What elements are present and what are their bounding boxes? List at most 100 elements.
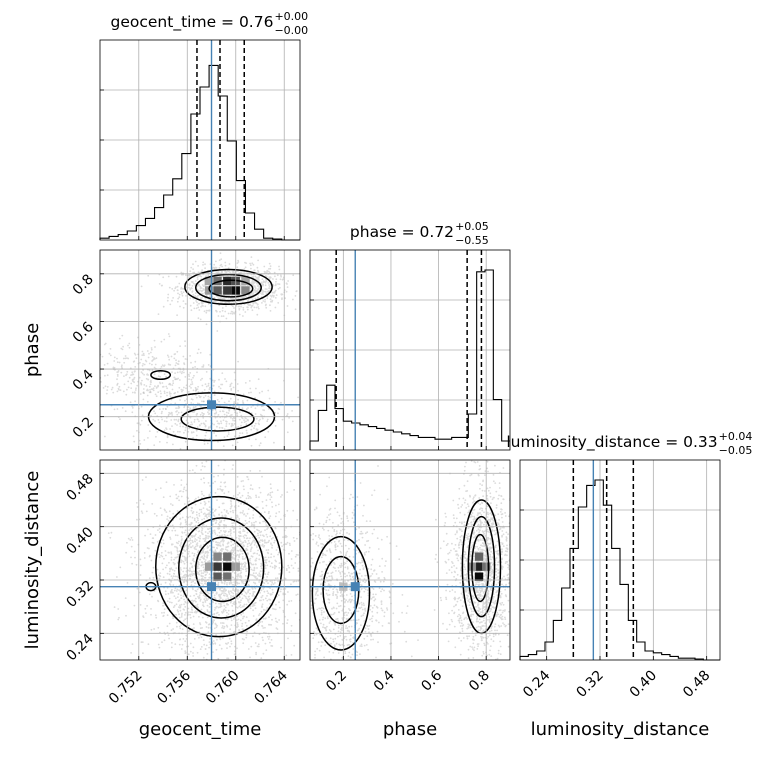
- pair-geocent-time-vs-phase-scatter-point: [202, 301, 204, 304]
- pair-geocent-time-vs-luminosity-distance-scatter-point: [240, 664, 242, 666]
- pair-geocent-time-vs-luminosity-distance-scatter-point: [198, 563, 200, 566]
- pair-geocent-time-vs-luminosity-distance-scatter-point: [190, 546, 193, 549]
- pair-geocent-time-vs-luminosity-distance-scatter-point: [260, 567, 263, 570]
- pair-geocent-time-vs-luminosity-distance-scatter-point: [208, 611, 211, 614]
- pair-geocent-time-vs-luminosity-distance-scatter-point: [253, 567, 256, 570]
- pair-geocent-time-vs-phase-scatter-point: [264, 436, 267, 439]
- pair-geocent-time-vs-luminosity-distance-scatter-point: [171, 543, 173, 546]
- pair-geocent-time-vs-luminosity-distance-scatter-point: [289, 480, 292, 483]
- pair-geocent-time-vs-luminosity-distance-scatter-point: [222, 570, 225, 573]
- pair-geocent-time-vs-phase-scatter-point: [209, 438, 212, 440]
- pair-geocent-time-vs-phase-scatter-point: [256, 303, 259, 306]
- pair-geocent-time-vs-luminosity-distance-scatter-point: [241, 568, 244, 570]
- pair-geocent-time-vs-luminosity-distance-scatter-point: [205, 599, 208, 601]
- pair-geocent-time-vs-phase-scatter-point: [216, 399, 219, 401]
- pair-geocent-time-vs-phase-scatter-point: [242, 393, 245, 396]
- pair-geocent-time-vs-luminosity-distance-scatter-point: [238, 629, 241, 632]
- pair-geocent-time-vs-luminosity-distance-scatter-point: [208, 623, 211, 626]
- pair-geocent-time-vs-phase-scatter-point: [265, 303, 267, 306]
- pair-geocent-time-vs-phase-scatter-point: [225, 271, 228, 273]
- pair-geocent-time-vs-luminosity-distance-scatter-point: [244, 591, 247, 594]
- pair-geocent-time-vs-luminosity-distance-scatter-point: [231, 522, 234, 525]
- pair-geocent-time-vs-luminosity-distance-scatter-point: [162, 614, 165, 617]
- pair-geocent-time-vs-phase-scatter-point: [232, 298, 234, 300]
- pair-geocent-time-vs-luminosity-distance-scatter-point: [236, 615, 238, 618]
- pair-geocent-time-vs-phase-scatter-point: [168, 286, 171, 289]
- pair-geocent-time-vs-luminosity-distance-scatter-point: [285, 527, 287, 529]
- pair-geocent-time-vs-luminosity-distance-scatter-point: [169, 538, 172, 540]
- pair-geocent-time-vs-luminosity-distance-scatter-point: [264, 556, 267, 559]
- pair-geocent-time-vs-luminosity-distance-scatter-point: [247, 583, 250, 586]
- pair-geocent-time-vs-phase-scatter-point: [198, 290, 201, 292]
- pair-geocent-time-vs-phase-scatter-point: [143, 439, 146, 441]
- pair-geocent-time-vs-luminosity-distance-scatter-point: [226, 647, 228, 649]
- pair-geocent-time-vs-luminosity-distance-scatter-point: [184, 559, 187, 562]
- pair-geocent-time-vs-luminosity-distance-scatter-point: [206, 610, 209, 613]
- pair-geocent-time-vs-luminosity-distance-scatter-point: [152, 542, 155, 544]
- pair-geocent-time-vs-phase-scatter-point: [192, 406, 195, 408]
- pair-geocent-time-vs-phase-scatter-point: [239, 284, 242, 286]
- pair-geocent-time-vs-luminosity-distance-scatter-point: [195, 533, 197, 536]
- pair-geocent-time-vs-luminosity-distance-scatter-point: [239, 549, 242, 552]
- pair-geocent-time-vs-phase-scatter-point: [202, 305, 204, 307]
- pair-geocent-time-vs-luminosity-distance-scatter-point: [231, 595, 234, 598]
- pair-geocent-time-vs-phase-scatter-point: [195, 389, 198, 392]
- pair-geocent-time-vs-phase-scatter-point: [199, 396, 201, 399]
- pair-geocent-time-vs-phase-scatter-point: [209, 300, 212, 303]
- pair-geocent-time-vs-luminosity-distance-scatter-point: [181, 532, 184, 534]
- pair-geocent-time-vs-phase-scatter-point: [265, 275, 268, 278]
- pair-geocent-time-vs-luminosity-distance-scatter-point: [190, 521, 193, 524]
- pair-geocent-time-vs-phase-scatter-point: [260, 282, 263, 284]
- pair-geocent-time-vs-luminosity-distance-scatter-point: [176, 547, 179, 550]
- pair-geocent-time-vs-luminosity-distance-scatter-point: [238, 531, 240, 533]
- pair-geocent-time-vs-luminosity-distance-scatter-point: [176, 625, 178, 628]
- pair-geocent-time-vs-luminosity-distance-scatter-point: [206, 516, 209, 519]
- pair-geocent-time-vs-phase-scatter-point: [192, 263, 194, 266]
- pair-geocent-time-vs-luminosity-distance-scatter-point: [236, 497, 239, 499]
- pair-geocent-time-vs-luminosity-distance-scatter-point: [194, 538, 197, 540]
- pair-geocent-time-vs-luminosity-distance-scatter-point: [215, 664, 217, 666]
- pair-geocent-time-vs-luminosity-distance-scatter-point: [240, 606, 242, 609]
- pair-geocent-time-vs-luminosity-distance-scatter-point: [150, 559, 153, 562]
- pair-geocent-time-vs-phase-scatter-point: [254, 285, 256, 287]
- pair-geocent-time-vs-luminosity-distance-scatter-point: [184, 519, 187, 521]
- pair-geocent-time-vs-luminosity-distance-scatter-point: [219, 638, 222, 641]
- pair-geocent-time-vs-luminosity-distance-scatter-point: [197, 527, 199, 530]
- pair-geocent-time-vs-phase-scatter-point: [196, 276, 199, 278]
- pair-geocent-time-vs-luminosity-distance-scatter-point: [254, 559, 257, 562]
- pair-geocent-time-vs-luminosity-distance-scatter-point: [228, 591, 230, 594]
- pair-geocent-time-vs-phase-scatter-point: [264, 304, 267, 307]
- pair-geocent-time-vs-phase-scatter-point: [208, 426, 210, 429]
- pair-geocent-time-vs-phase-scatter-point: [231, 313, 234, 315]
- pair-geocent-time-vs-luminosity-distance-scatter-point: [193, 599, 196, 602]
- pair-geocent-time-vs-phase-scatter-point: [201, 289, 204, 292]
- pair-geocent-time-vs-luminosity-distance-scatter-point: [154, 614, 157, 617]
- pair-geocent-time-vs-phase-scatter-point: [176, 289, 179, 292]
- pair-geocent-time-vs-phase-scatter-point: [139, 393, 142, 395]
- pair-geocent-time-vs-phase-scatter-point: [217, 422, 220, 425]
- pair-geocent-time-vs-phase-contour-1: [195, 273, 262, 302]
- pair-geocent-time-vs-luminosity-distance-scatter-point: [257, 645, 260, 648]
- pair-geocent-time-vs-phase-scatter-point: [118, 389, 120, 391]
- pair-geocent-time-vs-luminosity-distance-scatter-point: [190, 606, 193, 609]
- pair-geocent-time-vs-luminosity-distance-scatter-point: [219, 596, 222, 599]
- pair-geocent-time-vs-luminosity-distance-scatter-point: [268, 635, 271, 638]
- pair-geocent-time-vs-phase-scatter-point: [257, 285, 260, 288]
- pair-geocent-time-vs-luminosity-distance-scatter-point: [236, 606, 239, 609]
- pair-geocent-time-vs-luminosity-distance-scatter-point: [208, 513, 211, 516]
- pair-geocent-time-vs-phase-scatter-point: [151, 360, 154, 362]
- pair-geocent-time-vs-luminosity-distance-scatter-point: [204, 503, 206, 506]
- pair-geocent-time-vs-luminosity-distance-scatter-point: [177, 593, 180, 595]
- pair-geocent-time-vs-luminosity-distance-scatter-point: [236, 593, 238, 595]
- pair-geocent-time-vs-luminosity-distance-scatter-point: [269, 535, 272, 538]
- pair-geocent-time-vs-luminosity-distance-scatter-point: [262, 520, 264, 523]
- pair-geocent-time-vs-luminosity-distance-scatter-point: [241, 605, 244, 608]
- pair-geocent-time-vs-phase-scatter-point: [188, 385, 191, 388]
- pair-geocent-time-vs-luminosity-distance-scatter-point: [244, 663, 246, 665]
- pair-geocent-time-vs-phase-scatter-point: [179, 425, 182, 428]
- pair-geocent-time-vs-phase-scatter-point: [261, 289, 264, 291]
- pair-geocent-time-vs-luminosity-distance-scatter-point: [231, 613, 234, 616]
- pair-geocent-time-vs-phase-scatter-point: [198, 284, 201, 286]
- pair-geocent-time-vs-luminosity-distance-scatter-point: [175, 516, 178, 518]
- pair-geocent-time-vs-luminosity-distance-scatter-point: [209, 603, 212, 605]
